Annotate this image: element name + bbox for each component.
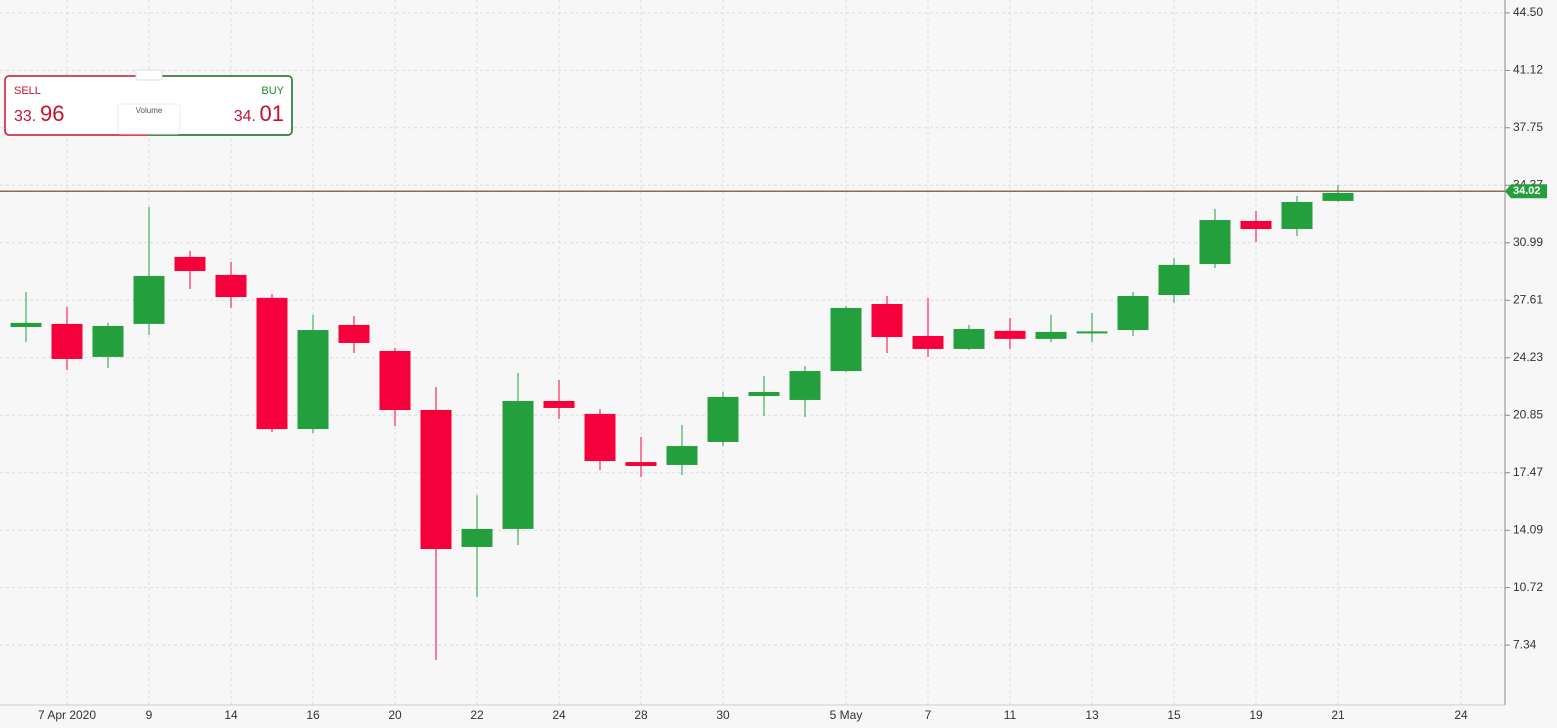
x-tick-label: 14 — [224, 708, 238, 722]
x-tick-label: 22 — [470, 708, 484, 722]
trade-widget[interactable]: SELL 33. 96 BUY 34. 01 Volume — [4, 69, 293, 136]
candle-body — [215, 274, 247, 298]
y-tick-label: 20.85 — [1513, 407, 1543, 421]
price-tag-label: 34.02 — [1513, 185, 1541, 197]
candle-body — [1035, 331, 1067, 339]
candle-body — [543, 400, 575, 408]
widget-handle[interactable] — [135, 69, 163, 81]
candle-body — [502, 400, 534, 529]
candle-body — [994, 330, 1026, 339]
x-tick-label: 5 May — [830, 708, 863, 722]
candle-body — [953, 329, 985, 349]
x-tick-label: 20 — [388, 708, 402, 722]
y-tick-label: 14.09 — [1513, 522, 1543, 536]
x-tick-label: 7 Apr 2020 — [38, 708, 96, 722]
candle-body — [666, 446, 698, 465]
candle-body — [871, 304, 903, 338]
y-tick-label: 30.99 — [1513, 235, 1543, 249]
x-tick-label: 24 — [552, 708, 566, 722]
candle-body — [133, 275, 165, 324]
candle-body — [1076, 331, 1108, 334]
y-tick-label: 17.47 — [1513, 465, 1543, 479]
candle-body — [10, 322, 42, 327]
x-tick-label: 7 — [925, 708, 932, 722]
x-tick-label: 13 — [1085, 708, 1099, 722]
y-tick-label: 27.61 — [1513, 292, 1543, 306]
candle-body — [1158, 264, 1190, 295]
x-tick-label: 9 — [146, 708, 153, 722]
candle-body — [707, 396, 739, 442]
y-tick-label: 44.50 — [1513, 5, 1543, 19]
candle-body — [748, 391, 780, 397]
candle-body — [92, 325, 124, 357]
y-tick-label: 10.72 — [1513, 580, 1543, 594]
buy-price-pips[interactable]: 01 — [260, 101, 284, 126]
sell-label[interactable]: SELL — [14, 85, 41, 97]
candle-body — [1117, 296, 1149, 331]
x-tick-label: 11 — [1004, 708, 1017, 722]
candle-body — [51, 323, 83, 359]
candle-body — [1281, 201, 1313, 229]
volume-box[interactable] — [117, 103, 181, 135]
x-tick-label: 30 — [716, 708, 730, 722]
y-tick-label: 41.12 — [1513, 63, 1543, 77]
candle-body — [584, 413, 616, 462]
buy-price-main[interactable]: 34. — [234, 108, 256, 125]
x-tick-label: 28 — [634, 708, 648, 722]
sell-price-main[interactable]: 33. — [14, 108, 36, 125]
x-tick-label: 19 — [1249, 708, 1263, 722]
candle-body — [1199, 219, 1231, 265]
candle-body — [461, 528, 493, 547]
candle-body — [912, 335, 944, 349]
buy-label[interactable]: BUY — [261, 85, 284, 97]
x-tick-label: 24 — [1454, 708, 1468, 722]
candle-body — [830, 307, 862, 372]
candle-body — [1322, 192, 1354, 201]
candle-body — [1240, 220, 1272, 229]
x-tick-label: 16 — [306, 708, 320, 722]
candle-body — [174, 256, 206, 272]
sell-price-pips[interactable]: 96 — [40, 101, 64, 126]
y-tick-label: 24.23 — [1513, 350, 1543, 364]
price-tag — [1505, 184, 1547, 199]
candle-body — [379, 350, 411, 411]
candle-body — [625, 462, 657, 466]
candle-body — [338, 324, 370, 343]
candle-body — [256, 297, 288, 430]
candle-body — [789, 371, 821, 400]
x-tick-label: 21 — [1331, 708, 1345, 722]
widget-buy-border — [148, 75, 293, 136]
volume-label[interactable]: Volume — [136, 106, 163, 115]
candle-body — [297, 330, 329, 430]
y-tick-label: 37.75 — [1513, 120, 1543, 134]
x-tick-label: 15 — [1167, 708, 1181, 722]
y-tick-label: 7.34 — [1513, 637, 1537, 651]
candle-body — [420, 410, 452, 549]
